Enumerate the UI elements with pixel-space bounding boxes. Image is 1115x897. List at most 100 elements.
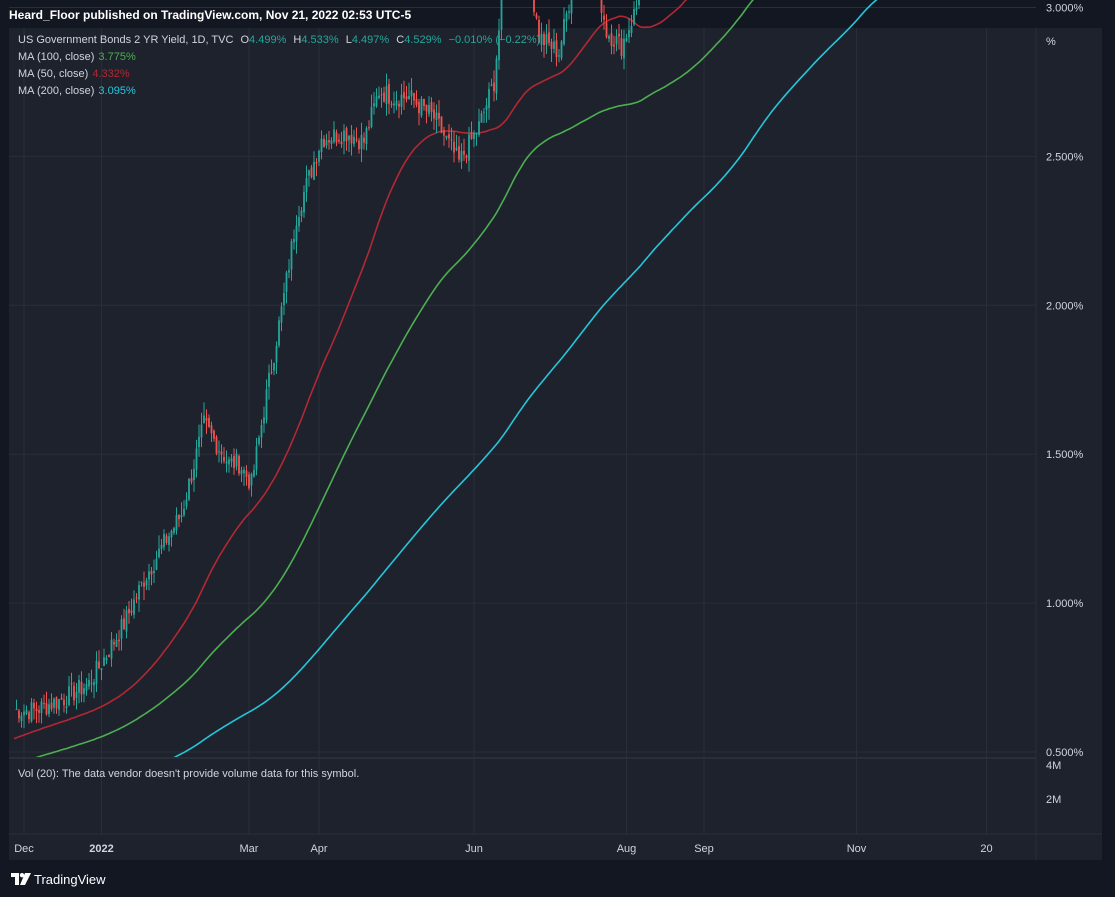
candle-body xyxy=(388,83,390,104)
candle-body xyxy=(485,105,488,110)
candle xyxy=(283,282,285,316)
candle xyxy=(345,126,348,151)
candle-body xyxy=(45,703,48,715)
candle xyxy=(248,471,250,491)
candle-body xyxy=(98,661,100,668)
candle-body xyxy=(435,112,438,121)
candle xyxy=(288,259,290,279)
legend-symbol[interactable]: US Government Bonds 2 YR Yield, 1D, TVC xyxy=(18,34,234,46)
candle xyxy=(185,492,188,510)
candle xyxy=(548,19,550,46)
candle-body xyxy=(38,710,40,713)
candle-body xyxy=(615,36,618,45)
candle-body xyxy=(80,681,83,695)
candle xyxy=(218,440,220,463)
candle xyxy=(393,91,395,114)
candle xyxy=(423,98,425,111)
candle xyxy=(215,435,218,456)
candle-body xyxy=(263,417,265,424)
candle xyxy=(310,164,313,179)
candle-body xyxy=(48,704,50,715)
legend-ma100-row[interactable]: MA (100, close) 3.775% xyxy=(18,51,136,63)
candle xyxy=(633,1,635,27)
price-axis: 5.000%4.500%4.000%3.500%3.000%2.500%2.00… xyxy=(1046,3,1084,760)
candle xyxy=(255,437,258,476)
candle-body xyxy=(18,710,20,719)
candle-body xyxy=(455,147,458,150)
candle xyxy=(373,92,375,115)
candle xyxy=(620,29,623,60)
candle xyxy=(153,559,155,583)
candle-body xyxy=(205,417,208,421)
tradingview-brand[interactable]: TradingView xyxy=(34,872,106,887)
candle xyxy=(363,132,365,150)
candle xyxy=(270,359,273,375)
candle-body xyxy=(73,685,75,701)
candle-body xyxy=(250,473,253,486)
candle-body xyxy=(465,155,468,158)
legend-high: 4.533% xyxy=(301,34,339,46)
candle xyxy=(190,469,193,485)
candle xyxy=(70,672,73,697)
candle xyxy=(340,131,343,148)
legend-ma200-value: 3.095% xyxy=(98,85,136,97)
candle-body xyxy=(283,293,285,306)
candle-body xyxy=(68,686,70,706)
candle xyxy=(403,80,405,111)
candle-body xyxy=(353,136,355,145)
candle-body xyxy=(20,715,23,721)
candle xyxy=(238,454,240,476)
candle xyxy=(15,699,18,711)
candle-body xyxy=(213,430,215,439)
candle xyxy=(265,379,268,424)
candle xyxy=(493,70,495,102)
candle xyxy=(550,38,553,62)
ma-line xyxy=(13,0,688,740)
candle-body xyxy=(460,151,463,162)
candle xyxy=(410,78,413,106)
candle-body xyxy=(623,38,625,59)
candle xyxy=(113,638,115,651)
candle-body xyxy=(130,610,133,613)
candle-body xyxy=(145,580,148,586)
candle-body xyxy=(170,530,173,538)
candle xyxy=(625,33,628,43)
candle-body xyxy=(570,0,573,14)
candle xyxy=(490,78,493,87)
candle xyxy=(558,49,560,63)
candle-body xyxy=(78,679,80,693)
candle xyxy=(140,581,143,587)
x-tick-label: Mar xyxy=(240,843,259,855)
footer: TradingView xyxy=(0,862,1115,897)
candle-body xyxy=(313,161,315,180)
candle xyxy=(543,31,545,58)
x-tick-label: 2022 xyxy=(89,843,113,855)
candle xyxy=(635,0,638,15)
volume-pane-legend: Vol (20): The data vendor doesn't provid… xyxy=(18,768,359,780)
candle-body xyxy=(180,515,183,518)
candle xyxy=(143,571,145,601)
candle xyxy=(98,650,100,670)
legend-ma50-row[interactable]: MA (50, close) 4.332% xyxy=(18,68,130,80)
candle-body xyxy=(120,619,123,639)
y-tick-label: 2.000% xyxy=(1046,300,1084,312)
candle-body xyxy=(50,702,53,709)
candle-body xyxy=(358,140,360,150)
candle xyxy=(608,34,610,43)
candle-body xyxy=(348,135,350,141)
candle-body xyxy=(265,389,268,420)
candle xyxy=(108,654,110,658)
candle-body xyxy=(248,474,250,489)
candle-body xyxy=(268,372,270,387)
candle xyxy=(278,316,280,348)
candle-body xyxy=(420,98,423,116)
candle xyxy=(480,110,483,123)
legend-ma200-row[interactable]: MA (200, close) 3.095% xyxy=(18,85,136,97)
candle xyxy=(555,32,558,67)
candle xyxy=(273,362,275,376)
candle-body xyxy=(30,702,33,722)
candle xyxy=(38,705,40,723)
candle-body xyxy=(555,40,558,58)
tradingview-logo-icon[interactable] xyxy=(11,873,31,885)
